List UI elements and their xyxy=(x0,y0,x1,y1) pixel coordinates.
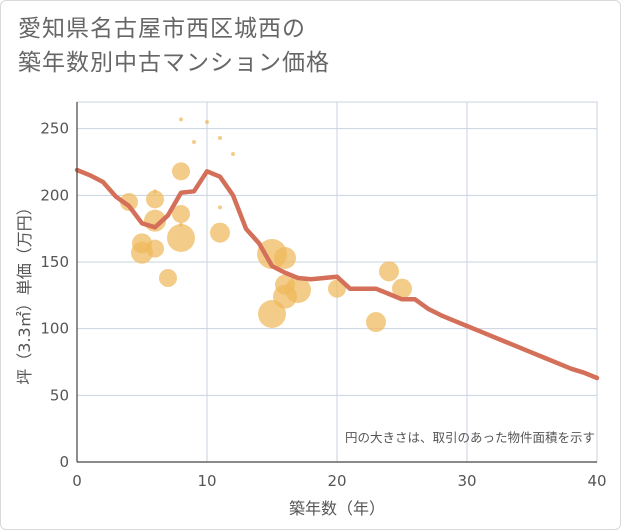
chart-title: 愛知県名古屋市西区城西の 築年数別中古マンション価格 xyxy=(18,12,330,80)
bubble-point xyxy=(120,193,138,211)
bubble-point xyxy=(146,239,164,258)
bubble-point xyxy=(159,269,177,287)
trend-polyline xyxy=(74,167,600,381)
bubble-point xyxy=(328,279,346,298)
bubble-point xyxy=(379,261,399,282)
bubble-point xyxy=(172,162,190,181)
trend-line xyxy=(74,167,600,381)
x-tick-label: 10 xyxy=(197,472,216,490)
x-tick-label: 40 xyxy=(587,472,606,490)
y-tick-label: 150 xyxy=(40,253,69,271)
x-tick-label: 20 xyxy=(327,472,346,490)
bubble-point xyxy=(146,190,164,209)
chart-title-line-1: 愛知県名古屋市西区城西の xyxy=(18,16,306,42)
y-tick-label: 250 xyxy=(40,120,69,138)
bubble-point xyxy=(210,222,230,243)
y-tick-label: 50 xyxy=(50,386,69,404)
bubbles xyxy=(120,117,412,332)
bubble-point xyxy=(274,247,296,269)
bubble-point xyxy=(179,117,183,122)
bubble-point xyxy=(218,136,222,140)
bubble-point xyxy=(172,205,190,223)
y-tick-label: 200 xyxy=(40,186,69,204)
x-tick-label: 0 xyxy=(72,472,82,490)
bubble-point xyxy=(218,205,222,210)
y-tick-label: 100 xyxy=(40,320,69,338)
y-axis-label: 坪（3.3㎡）単価（万円） xyxy=(15,199,34,384)
y-tick-label: 0 xyxy=(59,453,69,471)
bubble-point xyxy=(192,140,196,144)
size-note: 円の大きさは、取引のあった物件面積を示す xyxy=(345,430,595,445)
bubble-point xyxy=(231,152,235,156)
x-axis-label: 築年数（年） xyxy=(289,499,385,518)
bubble-point xyxy=(167,224,195,252)
bubble-point xyxy=(205,120,209,124)
axes: 0 50 100 150 200 250 0 10 20 30 40 xyxy=(40,102,607,490)
bubble-point xyxy=(285,277,311,303)
bubble-point xyxy=(366,312,386,332)
chart-title-line-2: 築年数別中古マンション価格 xyxy=(18,50,330,76)
bubble-point xyxy=(392,278,412,299)
x-tick-label: 30 xyxy=(457,472,476,490)
